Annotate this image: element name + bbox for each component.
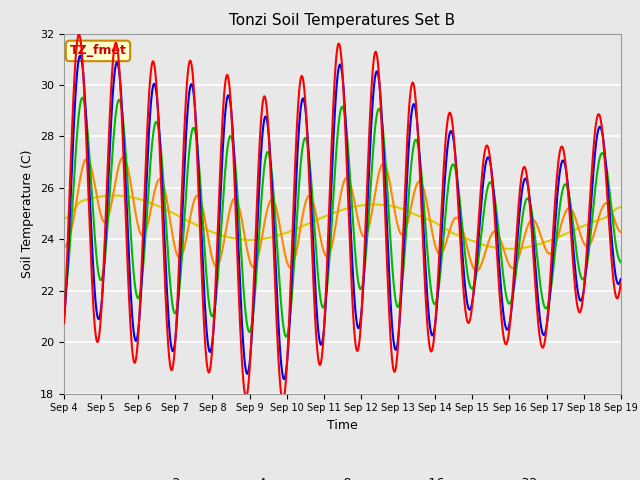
-32cm [568, 228, 575, 234]
-4cm [445, 138, 452, 144]
-16cm [568, 206, 575, 212]
-16cm [617, 229, 625, 235]
-2cm [390, 367, 397, 372]
-16cm [335, 204, 342, 210]
-8cm [445, 182, 452, 188]
Line: -4cm: -4cm [64, 56, 621, 379]
-8cm [183, 177, 191, 183]
-8cm [79, 95, 86, 101]
Line: -32cm: -32cm [64, 195, 621, 249]
Line: -8cm: -8cm [64, 98, 621, 336]
-8cm [207, 312, 215, 317]
-16cm [119, 155, 127, 160]
-2cm [207, 360, 215, 366]
-2cm [279, 397, 287, 403]
Text: TZ_fmet: TZ_fmet [70, 44, 127, 58]
-4cm [76, 53, 84, 59]
-32cm [207, 228, 215, 234]
Line: -16cm: -16cm [64, 157, 621, 271]
-32cm [111, 192, 118, 198]
-8cm [60, 292, 68, 298]
-2cm [617, 279, 625, 285]
-16cm [389, 196, 397, 202]
-32cm [335, 208, 342, 214]
Legend: -2cm, -4cm, -8cm, -16cm, -32cm: -2cm, -4cm, -8cm, -16cm, -32cm [123, 472, 562, 480]
-4cm [568, 221, 575, 227]
-16cm [207, 250, 215, 256]
-32cm [444, 227, 451, 233]
-8cm [617, 259, 625, 265]
Line: -2cm: -2cm [64, 35, 621, 400]
-4cm [617, 276, 625, 282]
-4cm [207, 348, 215, 353]
-32cm [506, 246, 513, 252]
-32cm [617, 204, 625, 210]
-4cm [183, 117, 191, 123]
-32cm [60, 216, 68, 221]
X-axis label: Time: Time [327, 419, 358, 432]
-2cm [75, 32, 83, 37]
-2cm [335, 41, 343, 47]
-32cm [389, 204, 397, 209]
Title: Tonzi Soil Temperatures Set B: Tonzi Soil Temperatures Set B [229, 13, 456, 28]
-16cm [183, 232, 191, 238]
-16cm [472, 268, 480, 274]
-16cm [60, 244, 68, 250]
-8cm [282, 334, 290, 339]
-8cm [335, 115, 343, 121]
-16cm [444, 235, 451, 240]
-8cm [568, 207, 575, 213]
-4cm [390, 337, 397, 343]
-4cm [335, 62, 343, 68]
-8cm [390, 278, 397, 284]
-4cm [60, 316, 68, 322]
Y-axis label: Soil Temperature (C): Soil Temperature (C) [22, 149, 35, 278]
-32cm [183, 217, 191, 223]
-2cm [60, 320, 68, 326]
-4cm [280, 376, 288, 382]
-2cm [445, 113, 452, 119]
-2cm [183, 80, 191, 86]
-2cm [568, 235, 575, 241]
